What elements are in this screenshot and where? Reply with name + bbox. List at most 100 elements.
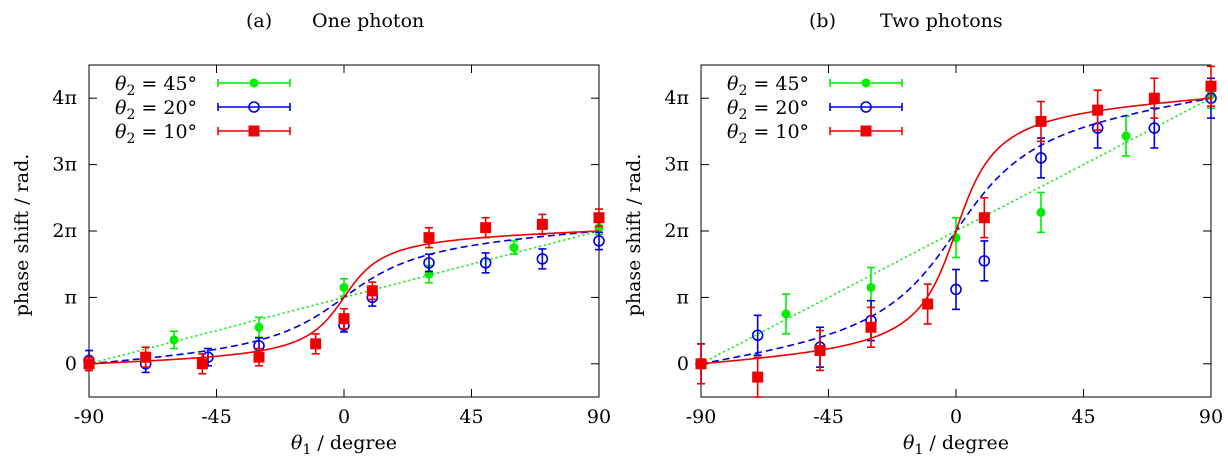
- fit-curve: [701, 97, 1211, 365]
- y-tick-label: π: [65, 286, 78, 308]
- legend-label-subscript: 2: [738, 131, 747, 147]
- y-tick-label: π: [677, 286, 690, 308]
- data-marker: [695, 358, 707, 370]
- x-tick-label: -45: [201, 406, 232, 428]
- y-tick-label: 3π: [664, 154, 689, 176]
- data-point: [752, 356, 764, 398]
- series-theta20: [83, 230, 605, 374]
- data-point: [978, 240, 991, 282]
- data-point: [593, 231, 605, 251]
- legend-entry: θ2 = 45°: [115, 73, 291, 99]
- legend-label-subscript: 2: [126, 107, 135, 123]
- legend-label: θ2 = 10°: [115, 121, 197, 147]
- data-marker: [169, 335, 179, 345]
- legend-marker: [248, 101, 260, 113]
- data-marker: [1205, 80, 1217, 92]
- x-tick-label: 45: [1071, 406, 1095, 428]
- x-axis-label: θ1 / degree: [291, 432, 397, 457]
- data-point: [1092, 89, 1104, 131]
- data-point: [922, 283, 934, 325]
- x-tick-label: 90: [587, 406, 611, 428]
- x-tick-label: 0: [950, 406, 962, 428]
- data-marker: [254, 322, 264, 332]
- y-tick-label: 2π: [664, 220, 689, 242]
- data-marker: [814, 345, 826, 357]
- legend-label: θ2 = 10°: [727, 121, 809, 147]
- data-marker: [1035, 115, 1047, 127]
- data-marker: [1148, 92, 1160, 104]
- series-theta45: [696, 80, 1216, 369]
- data-marker: [1092, 104, 1104, 116]
- x-tick-label: 0: [338, 406, 350, 428]
- legend-marker: [249, 78, 259, 88]
- series-theta45: [84, 220, 604, 369]
- data-point: [366, 281, 378, 301]
- legend-marker: [861, 78, 871, 88]
- data-marker: [140, 351, 152, 363]
- data-marker: [83, 358, 95, 370]
- legend-label-subscript: 2: [738, 107, 747, 123]
- data-point: [480, 216, 492, 239]
- data-marker: [423, 232, 435, 244]
- legend-label-rest: = 20°: [747, 97, 809, 119]
- data-marker: [310, 338, 322, 350]
- x-axis-label-rest: / degree: [923, 432, 1009, 454]
- legend-label-rest: = 10°: [135, 121, 197, 143]
- y-tick-label: 4π: [52, 87, 77, 109]
- legend-marker: [248, 125, 260, 137]
- legend-label-symbol: θ: [115, 121, 127, 143]
- legend-label: θ2 = 20°: [727, 97, 809, 123]
- legend-label-rest: = 45°: [135, 73, 197, 95]
- data-point: [814, 329, 826, 372]
- data-marker: [339, 282, 349, 292]
- y-tick-label: 0: [65, 353, 77, 375]
- data-point: [254, 316, 264, 339]
- data-point: [423, 253, 435, 273]
- series-theta10: [695, 65, 1217, 398]
- data-marker: [253, 351, 265, 363]
- data-marker: [865, 321, 877, 333]
- data-marker: [366, 285, 378, 297]
- x-tick-label: 90: [1199, 406, 1223, 428]
- legend-label-subscript: 2: [738, 83, 747, 99]
- legend-label-symbol: θ: [727, 73, 739, 95]
- y-axis-label: phase shift / rad.: [11, 154, 33, 317]
- data-marker: [978, 255, 991, 267]
- data-marker: [1148, 122, 1161, 134]
- data-point: [1035, 137, 1047, 179]
- data-point: [978, 197, 990, 239]
- legend-entry: θ2 = 10°: [727, 121, 903, 147]
- data-marker: [423, 257, 435, 269]
- data-marker: [781, 309, 791, 319]
- legend-label-symbol: θ: [727, 121, 739, 143]
- panel-letter: (a): [246, 10, 272, 32]
- legend-label-rest: = 10°: [747, 121, 809, 143]
- legend-label: θ2 = 20°: [115, 97, 197, 123]
- data-point: [1148, 77, 1160, 119]
- data-marker: [509, 243, 519, 253]
- data-point: [1035, 100, 1047, 143]
- x-axis-label-rest: / degree: [311, 432, 397, 454]
- data-point: [140, 346, 152, 368]
- data-marker: [594, 223, 604, 233]
- data-point: [310, 333, 322, 355]
- data-point: [593, 208, 605, 228]
- data-marker: [1035, 152, 1047, 164]
- data-marker: [1121, 131, 1131, 141]
- data-marker: [950, 283, 962, 296]
- x-axis-label-subscript: 1: [914, 442, 923, 457]
- data-point: [253, 347, 265, 367]
- x-axis-label-symbol: θ: [291, 432, 303, 454]
- panel-title: Two photons: [880, 10, 1003, 32]
- x-tick-label: -90: [74, 406, 105, 428]
- y-tick-label: 2π: [52, 220, 77, 242]
- legend-label-rest: = 20°: [135, 97, 197, 119]
- data-point: [1036, 191, 1046, 234]
- legend-entry: θ2 = 20°: [727, 97, 903, 123]
- data-point: [950, 268, 962, 311]
- legend-label-rest: = 45°: [747, 73, 809, 95]
- y-axis-label: phase shift / rad.: [623, 154, 645, 317]
- data-point: [1205, 65, 1217, 107]
